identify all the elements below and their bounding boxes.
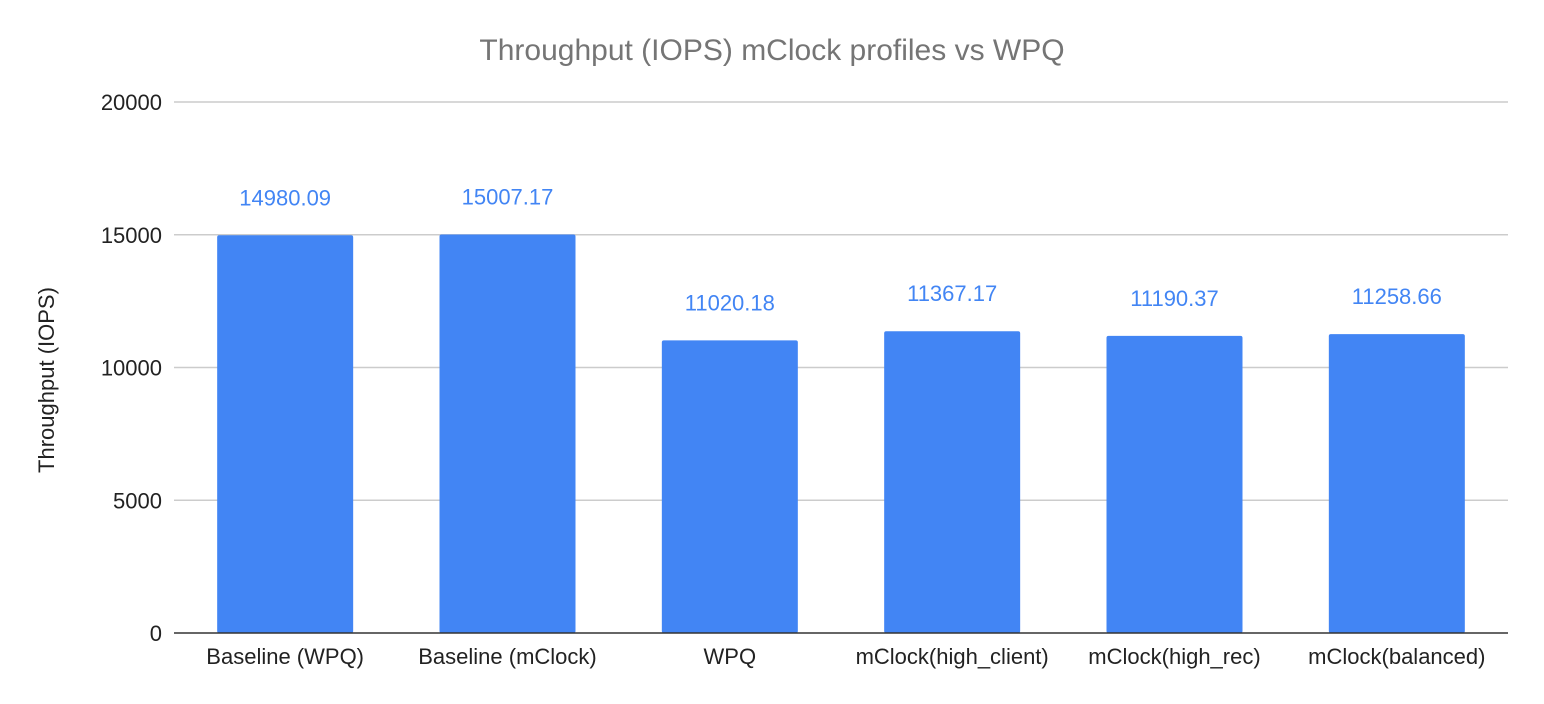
data-label: 14980.09 <box>239 185 331 210</box>
x-tick-label: Baseline (WPQ) <box>206 644 364 669</box>
gridlines <box>174 101 1508 501</box>
y-axis-ticks: 0 5000 10000 15000 20000 <box>101 90 162 646</box>
bar <box>1328 334 1465 633</box>
y-tick-label: 10000 <box>101 356 162 381</box>
y-tick-label: 0 <box>150 621 162 646</box>
y-tick-label: 15000 <box>101 223 162 248</box>
y-axis-title: Throughput (IOPS) <box>34 287 59 473</box>
x-tick-label: mClock(high_client) <box>856 644 1049 669</box>
bar <box>1106 335 1243 633</box>
chart-title: Throughput (IOPS) mClock profiles vs WPQ <box>479 34 1064 67</box>
x-tick-label: WPQ <box>704 644 757 669</box>
bar <box>439 234 576 633</box>
x-axis-ticks: Baseline (WPQ) Baseline (mClock) WPQ mClock… <box>206 644 1485 669</box>
x-tick-label: mClock(balanced) <box>1308 644 1485 669</box>
x-tick-label: mClock(high_rec) <box>1088 644 1260 669</box>
data-label: 11190.37 <box>1130 286 1219 311</box>
data-labels: 14980.09 15007.17 11020.18 11367.17 11190.37… <box>239 185 1442 316</box>
data-label: 11258.66 <box>1352 284 1442 309</box>
bar <box>661 340 798 633</box>
bar <box>217 235 354 633</box>
bar <box>884 331 1021 633</box>
x-tick-label: Baseline (mClock) <box>418 644 597 669</box>
data-label: 11020.18 <box>685 290 775 315</box>
y-tick-label: 20000 <box>101 90 162 115</box>
data-label: 11367.17 <box>907 281 997 306</box>
data-label: 15007.17 <box>462 185 554 210</box>
y-tick-label: 5000 <box>113 488 162 513</box>
bars <box>217 234 1465 633</box>
